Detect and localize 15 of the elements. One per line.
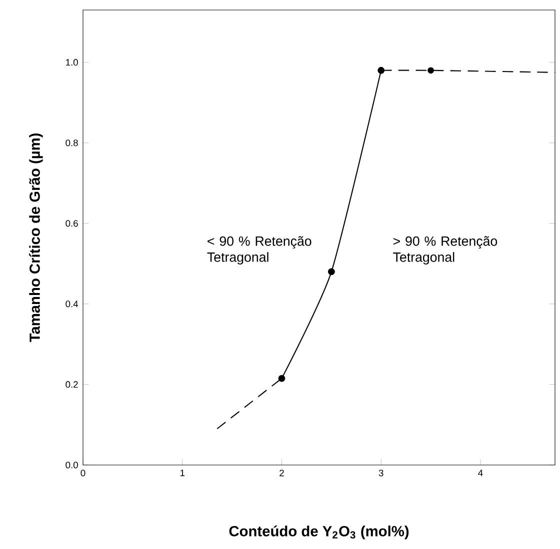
x-axis-title: Conteúdo de Y$_{2}$O$_{3}$ (mol%) <box>229 525 409 540</box>
x-tick-label: 4 <box>478 470 483 476</box>
x-tick-label: 0 <box>80 470 86 476</box>
x-tick-label: 3 <box>378 470 384 476</box>
y-tick-label: 0.4 <box>66 300 78 308</box>
x-tick-label: 2 <box>280 470 284 476</box>
annotation: < 90 % Retenção Tetragonal <box>207 236 312 264</box>
y-tick-label: 0.6 <box>66 220 78 227</box>
x-tick-label: 1 <box>180 470 185 476</box>
y-tick-label: 0.8 <box>66 140 78 146</box>
y-tick-label: 0.2 <box>66 381 78 388</box>
y-tick-label: 1.0 <box>66 59 78 66</box>
annotation: > 90 % Retenção Tetragonal <box>393 236 498 264</box>
y-tick-label: 0.0 <box>66 462 78 468</box>
y-axis-title: Tamanho Crítico de Grão (µm) <box>29 133 43 342</box>
